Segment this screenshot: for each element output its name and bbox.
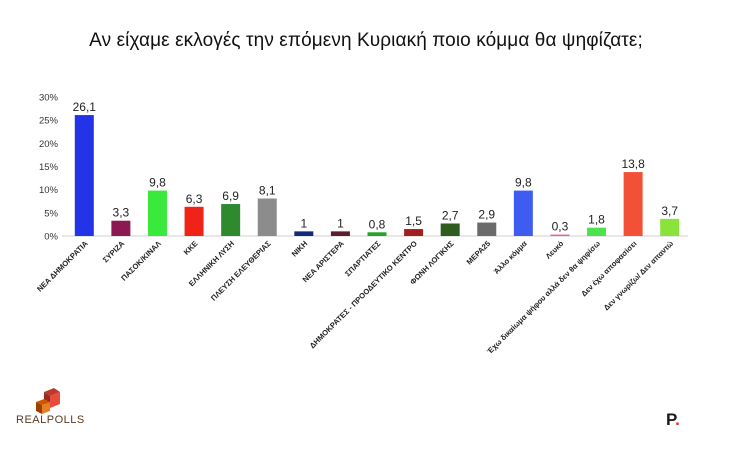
y-tick-label: 15% [39,162,59,173]
data-label: 3,7 [661,204,678,218]
bar [623,172,643,236]
data-label: 13,8 [621,157,645,171]
category-label: Άλλο κόμμα [492,239,529,276]
bar [330,231,350,236]
publisher-logo: P. [666,410,680,430]
bar [587,227,607,236]
data-label: 8,1 [259,183,276,197]
category-label: ΣΥΡΙΖΑ [101,239,127,265]
data-label: 1,8 [588,213,605,227]
y-tick-label: 10% [39,185,59,196]
category-label: ΜΕΡΑ25 [465,239,493,267]
bar [550,234,570,236]
category-label: ΠΑΣΟΚ/ΚΙΝΑΛ [119,238,163,282]
y-tick-label: 5% [44,208,58,219]
category-label: ΝΕΑ ΔΗΜΟΚΡΑΤΙΑ [35,239,90,294]
bar [660,218,680,236]
bar [513,190,533,236]
realpolls-logo: REALPOLLS [16,414,85,426]
data-label: 26,1 [73,100,97,114]
bar [111,220,131,236]
category-label: ΝΙΚΗ [290,239,309,258]
category-label: Λευκό [544,239,566,261]
bar [74,115,94,236]
data-label: 2,7 [442,208,459,222]
bar [477,222,497,236]
bar [367,232,387,236]
data-label: 6,3 [186,192,203,206]
data-label: 1 [300,216,307,230]
data-label: 2,9 [478,208,495,222]
bar [257,198,277,236]
data-label: 6,9 [222,189,239,203]
realpolls-logo-icon [36,388,60,414]
bar [440,223,460,236]
chart-title: Αν είχαμε εκλογές την επόμενη Κυριακή πο… [89,30,643,51]
data-label: 0,8 [369,217,386,231]
data-label: 1,5 [405,214,422,228]
bar [294,231,314,236]
bar [147,190,167,236]
y-tick-label: 20% [39,139,59,150]
bar [221,204,241,236]
data-label: 1 [337,216,344,230]
y-tick-label: 0% [44,232,58,243]
data-label: 3,3 [113,206,130,220]
y-tick-label: 30% [39,93,59,104]
y-tick-label: 25% [39,116,59,127]
bar [184,206,204,236]
category-label: ΣΠΑΡΤΙΑΤΕΣ [343,239,383,279]
category-label: Δεν γνωρίζω/ Δεν απαντώ [602,239,676,313]
data-label: 9,8 [515,176,532,190]
category-label: ΠΛΕΥΣΗ ΕΛΕΥΘΕΡΙΑΣ [209,239,273,303]
publisher-logo-dot: . [675,410,680,429]
category-label: ΚΚΕ [182,239,200,257]
realpolls-logo-text: REALPOLLS [16,414,85,426]
data-label: 9,8 [149,176,166,190]
bar [404,229,424,236]
publisher-logo-letter: P [666,410,676,429]
data-label: 0,3 [552,220,569,234]
